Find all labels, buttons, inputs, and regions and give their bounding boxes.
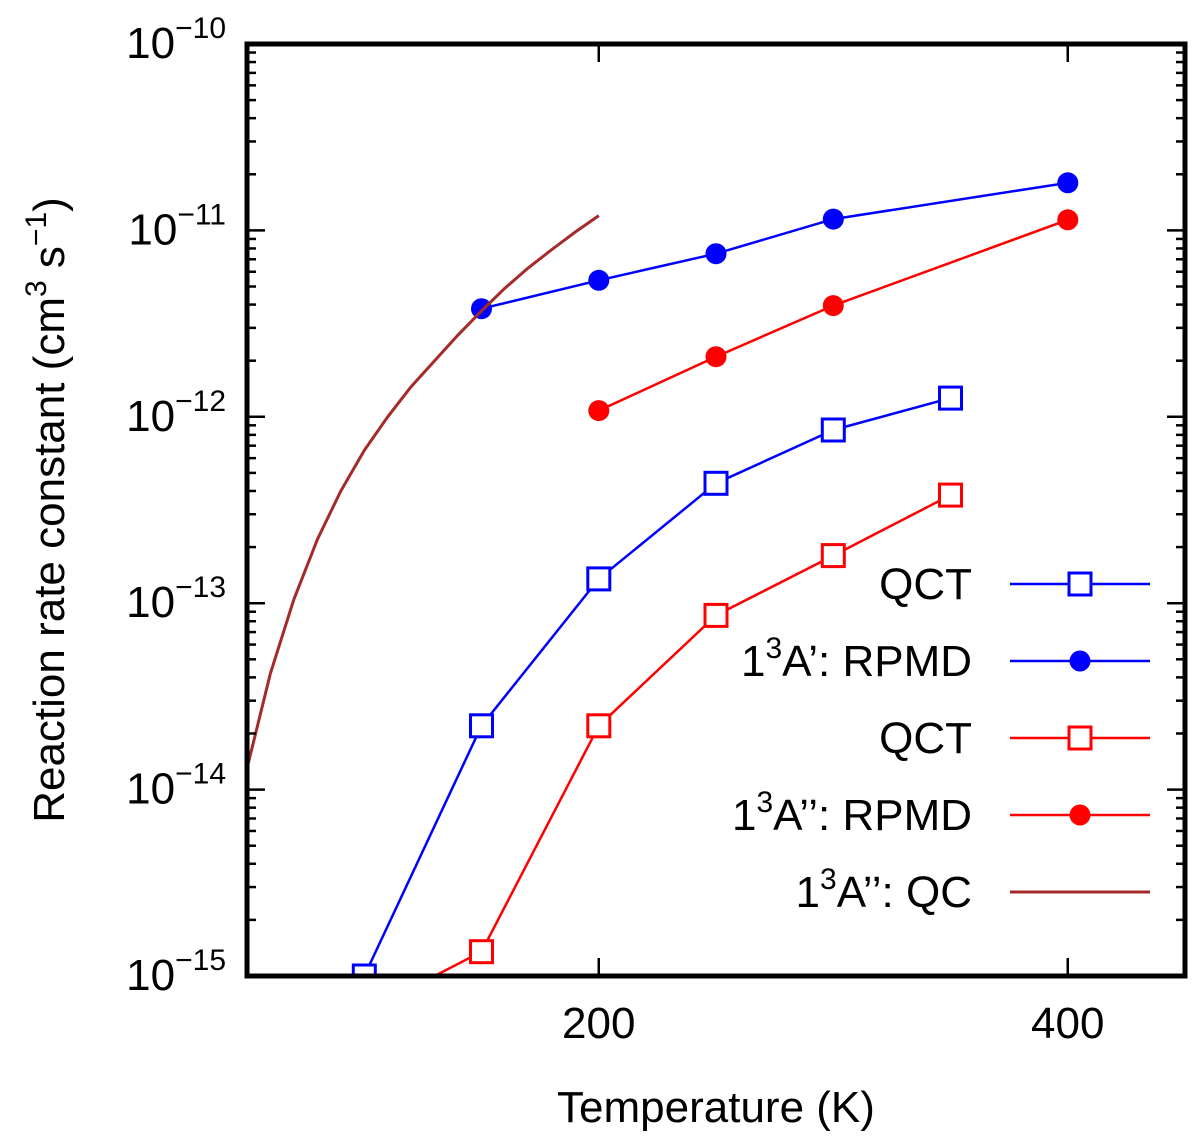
series-qct_a2	[434, 482, 963, 976]
series-qc_a2	[247, 214, 600, 769]
legend-marker-rpmd_a2	[1069, 804, 1091, 826]
data-point-qct_a2-2	[586, 713, 612, 739]
legend-entry-rpmd_a2: 13A’’: RPMD	[732, 786, 1150, 840]
y-axis-title: Reaction rate constant (cm3 s−1)	[20, 197, 74, 823]
data-point-rpmd_a2-2	[822, 295, 844, 317]
legend-label-qct_a2: QCT	[879, 714, 972, 763]
data-point-qct_a2-5	[938, 482, 963, 508]
plot-frame-group	[244, 41, 1188, 979]
legend-marker-qct_a2	[1067, 725, 1093, 751]
data-point-qct_a1-2	[586, 566, 612, 592]
y-tick-label-0: 10−10	[126, 12, 226, 68]
data-point-qct_a2-1	[469, 939, 494, 965]
data-point-rpmd_a1-3	[822, 208, 844, 230]
data-point-rpmd_a1-0	[471, 298, 492, 320]
data-point-rpmd_a2-3	[1057, 209, 1079, 231]
y-tick-label-5: 10−15	[126, 944, 226, 1000]
data-point-qct_a2-3	[703, 602, 729, 628]
series-line-qct_a1	[363, 396, 951, 976]
legend-label-rpmd_a1: 13A’: RPMD	[741, 632, 972, 686]
x-tick-label-1: 400	[1031, 999, 1104, 1048]
series-qct_a1	[351, 385, 963, 976]
legend-marker-qct_a1	[1067, 571, 1093, 597]
y-tick-label-2: 10−12	[126, 385, 226, 441]
legend-label-qc_a2: 13A’’: QC	[796, 863, 972, 917]
x-tick-label-0: 200	[562, 999, 635, 1048]
legend-marker-rpmd_a1	[1069, 650, 1091, 672]
series-rpmd_a2	[588, 209, 1079, 422]
data-point-rpmd_a2-0	[588, 400, 610, 422]
data-point-rpmd_a1-1	[588, 269, 610, 291]
data-point-rpmd_a1-2	[705, 243, 727, 265]
series-group	[247, 172, 1079, 976]
series-line-rpmd_a1	[481, 181, 1068, 310]
data-point-qct_a2-4	[820, 543, 846, 569]
legend-label-qct_a1: QCT	[879, 560, 972, 609]
legend-entry-qct_a1: QCT	[879, 560, 1150, 609]
data-point-qct_a1-5	[938, 385, 963, 411]
series-line-rpmd_a2	[598, 218, 1069, 412]
data-point-rpmd_a1-4	[1057, 172, 1079, 194]
labels-group: 200 400 10−10 10−11 10−12 10−13 10−14 10−15 Temp…	[20, 12, 1104, 1132]
data-point-rpmd_a2-1	[705, 346, 727, 368]
data-point-qct_a1-3	[703, 470, 729, 496]
ticks-group	[247, 44, 1185, 978]
data-point-qct_a1-0	[351, 963, 377, 976]
data-point-qct_a1-1	[469, 713, 494, 739]
legend-label-rpmd_a2: 13A’’: RPMD	[732, 786, 972, 840]
plot-frame	[244, 41, 1188, 979]
x-axis-title: Temperature (K)	[557, 1083, 875, 1132]
series-rpmd_a1	[471, 172, 1079, 320]
legend-entry-qc_a2: 13A’’: QC	[796, 863, 1150, 917]
y-tick-label-1: 10−11	[128, 198, 226, 254]
y-tick-label-4: 10−14	[126, 758, 226, 814]
legend-entry-qct_a2: QCT	[879, 714, 1150, 763]
legend-group: QCT 13A’: RPMD QCT 13A’’: RPMD 13A’’: QC	[732, 560, 1150, 917]
series-line-qc_a2	[247, 214, 600, 769]
y-tick-label-3: 10−13	[126, 571, 226, 627]
legend-entry-rpmd_a1: 13A’: RPMD	[741, 632, 1150, 686]
data-point-qct_a1-4	[820, 417, 846, 443]
